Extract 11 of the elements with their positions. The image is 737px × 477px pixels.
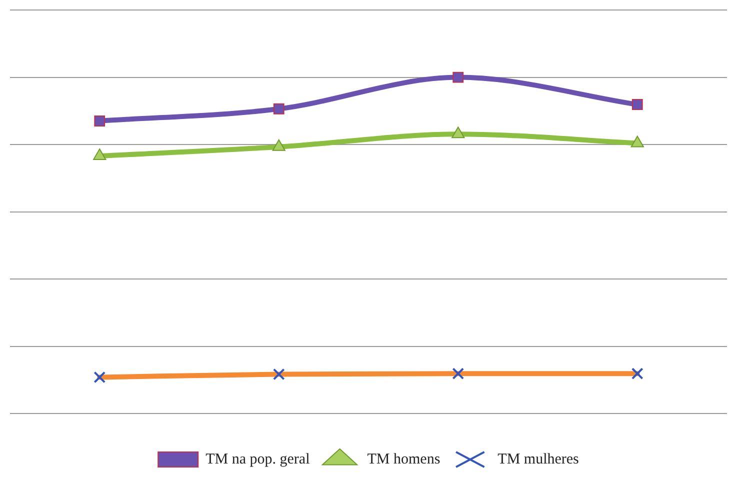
legend-label: TM mulheres (498, 451, 580, 468)
point (452, 126, 465, 138)
point (94, 116, 106, 126)
legend-label: TM homens (367, 451, 440, 468)
point (452, 72, 464, 83)
point (93, 148, 106, 160)
legend-label: TM na pop. geral (206, 451, 310, 468)
point (632, 99, 643, 110)
point (272, 139, 286, 151)
point (630, 136, 644, 148)
point (273, 103, 284, 114)
